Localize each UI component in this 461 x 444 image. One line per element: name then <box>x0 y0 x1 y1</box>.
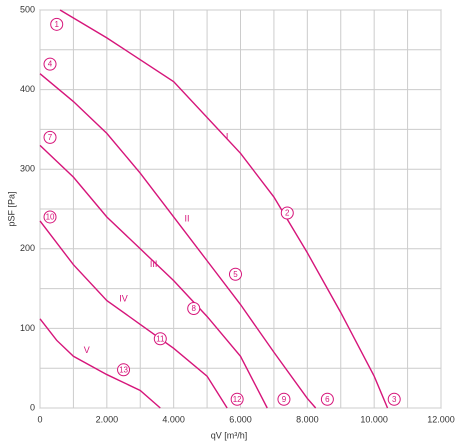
annotation: 5 <box>233 270 238 279</box>
curve <box>59 9 389 409</box>
annotation-circle <box>153 332 167 346</box>
x-tick-label: 6.000 <box>229 414 252 424</box>
x-tick-label: 8.000 <box>296 414 319 424</box>
annotation-circle <box>230 392 244 406</box>
annotation-circle <box>43 57 57 71</box>
annotation: 9 <box>282 395 287 404</box>
annotation: 1 <box>54 20 59 29</box>
x-tick-label: 10.000 <box>360 414 388 424</box>
annotation: 3 <box>392 395 397 404</box>
annotation-circle <box>387 392 401 406</box>
curve <box>39 220 228 409</box>
annotation: 6 <box>325 395 330 404</box>
curve-label: II <box>185 214 190 224</box>
x-tick-label: 4.000 <box>162 414 185 424</box>
curve-label: III <box>150 259 158 269</box>
curve-label: V <box>84 345 90 355</box>
annotation-circle <box>228 267 242 281</box>
annotation-circle <box>117 363 131 377</box>
annotation-circle <box>280 206 294 220</box>
annotation: 11 <box>156 334 165 343</box>
annotation: 4 <box>48 60 53 69</box>
x-axis-label: qV [m³/h] <box>211 430 248 440</box>
annotation: 8 <box>191 304 196 313</box>
annotation: 2 <box>285 209 290 218</box>
annotation: 7 <box>48 133 53 142</box>
curve <box>39 144 268 409</box>
annotation-circle <box>277 392 291 406</box>
y-tick-label: 300 <box>20 164 35 174</box>
annotation-circle <box>43 210 57 224</box>
y-tick-label: 200 <box>20 243 35 253</box>
annotation-circle <box>187 302 201 315</box>
x-tick-label: 0 <box>37 414 42 424</box>
y-tick-label: 100 <box>20 323 35 333</box>
annotation: 12 <box>233 395 242 404</box>
x-tick-label: 2.000 <box>96 414 119 424</box>
curve-label: I <box>226 132 229 142</box>
curve <box>39 318 161 409</box>
annotation-circle <box>43 130 57 144</box>
curve-label: IV <box>119 293 128 303</box>
annotation: 13 <box>119 365 128 374</box>
x-tick-label: 12.000 <box>427 414 455 424</box>
y-tick-label: 400 <box>20 84 35 94</box>
y-axis-label: pSF [Pa] <box>6 191 16 226</box>
curve <box>39 73 317 409</box>
y-tick-label: 500 <box>20 4 35 14</box>
annotation-circle <box>320 392 334 406</box>
annotation-circle <box>50 17 64 31</box>
y-tick-label: 0 <box>30 402 35 412</box>
annotation: 10 <box>46 213 55 222</box>
